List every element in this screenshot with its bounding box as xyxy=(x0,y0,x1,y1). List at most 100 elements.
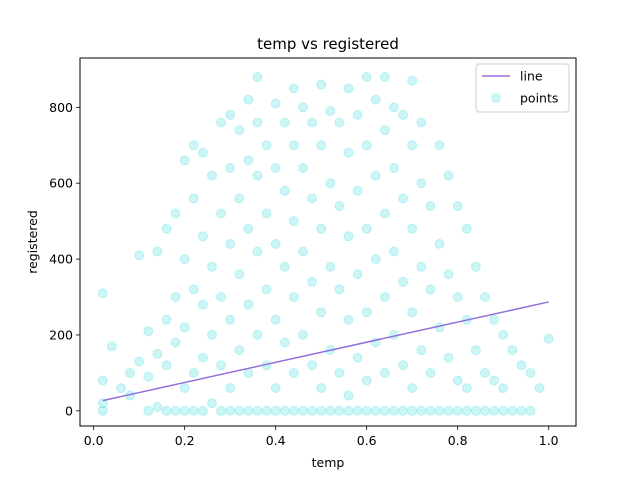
data-point xyxy=(352,109,363,120)
data-point xyxy=(170,292,181,302)
x-tick-label: 0.4 xyxy=(266,433,286,448)
data-point xyxy=(398,193,409,204)
x-axis-label: temp xyxy=(312,455,345,470)
data-point xyxy=(461,223,472,234)
data-point xyxy=(361,307,372,318)
data-point xyxy=(507,405,518,416)
data-point xyxy=(416,117,427,128)
data-point xyxy=(252,72,263,82)
data-point xyxy=(534,383,545,394)
data-point xyxy=(489,375,500,386)
data-point xyxy=(261,208,272,219)
data-point xyxy=(143,405,154,416)
x-tick-label: 0.6 xyxy=(357,433,377,448)
data-point xyxy=(279,337,290,348)
data-point xyxy=(379,208,390,219)
data-point xyxy=(234,193,245,204)
data-point xyxy=(543,333,554,344)
plot-frame xyxy=(79,57,577,427)
data-point xyxy=(379,125,390,136)
x-tick-label: 1.0 xyxy=(539,433,559,448)
data-point xyxy=(134,250,145,261)
data-point xyxy=(270,383,281,394)
data-point xyxy=(416,178,427,189)
data-point xyxy=(225,405,236,416)
data-point xyxy=(307,193,318,204)
data-point xyxy=(398,405,409,416)
data-point xyxy=(325,178,336,189)
legend: line points xyxy=(475,63,570,113)
data-point xyxy=(97,398,108,409)
data-point xyxy=(480,292,490,302)
data-point xyxy=(416,345,427,356)
data-point xyxy=(325,405,336,416)
data-point xyxy=(379,292,390,302)
data-point xyxy=(507,345,518,356)
data-point xyxy=(179,254,190,265)
data-point xyxy=(316,79,327,90)
legend-label-points: points xyxy=(520,91,558,106)
data-point xyxy=(379,72,390,82)
data-point xyxy=(516,360,527,371)
data-point xyxy=(179,155,190,166)
data-point xyxy=(216,360,227,371)
data-point xyxy=(470,405,481,416)
data-point xyxy=(334,117,345,128)
data-point xyxy=(261,405,272,416)
data-point xyxy=(234,125,245,136)
data-point xyxy=(343,314,354,325)
data-point xyxy=(307,405,318,416)
data-point xyxy=(234,405,245,416)
data-point xyxy=(443,170,454,181)
legend-points-swatch xyxy=(491,93,501,103)
data-point xyxy=(179,405,190,416)
data-point xyxy=(470,345,481,356)
data-point xyxy=(316,223,327,234)
data-point xyxy=(161,314,172,325)
data-point xyxy=(97,288,108,299)
data-point xyxy=(188,367,199,378)
data-point xyxy=(170,208,181,219)
data-point xyxy=(443,269,454,280)
data-point xyxy=(197,352,208,363)
data-point xyxy=(425,367,436,378)
data-point xyxy=(361,223,372,234)
data-point xyxy=(179,383,190,394)
data-point xyxy=(307,360,318,371)
data-point xyxy=(243,155,254,166)
data-point xyxy=(161,360,172,371)
data-point xyxy=(343,147,354,158)
data-point xyxy=(379,405,390,416)
data-point xyxy=(407,140,418,151)
data-point xyxy=(234,269,245,280)
data-point xyxy=(288,216,299,227)
data-point xyxy=(279,185,290,196)
data-point xyxy=(188,405,199,416)
data-point xyxy=(389,405,399,416)
y-tick-label: 400 xyxy=(49,252,73,267)
y-tick-label: 200 xyxy=(49,327,73,342)
data-point xyxy=(207,398,217,409)
data-point xyxy=(179,322,190,333)
data-point xyxy=(188,140,199,151)
data-point xyxy=(216,405,227,416)
data-point xyxy=(334,405,345,416)
trend-line xyxy=(102,301,549,402)
data-point xyxy=(370,170,381,181)
data-point xyxy=(134,356,145,367)
data-point xyxy=(370,254,381,265)
x-tick-label: 0.2 xyxy=(175,433,195,448)
data-point xyxy=(307,276,318,287)
data-point xyxy=(407,405,418,416)
data-point xyxy=(407,307,418,318)
data-point xyxy=(270,314,281,325)
data-point xyxy=(216,292,227,302)
data-point xyxy=(370,94,381,105)
data-point xyxy=(434,405,445,416)
data-point xyxy=(379,367,390,378)
legend-label-line: line xyxy=(520,69,543,84)
data-point xyxy=(352,352,363,363)
data-point xyxy=(252,405,263,416)
data-point xyxy=(416,405,427,416)
data-point xyxy=(225,383,236,394)
